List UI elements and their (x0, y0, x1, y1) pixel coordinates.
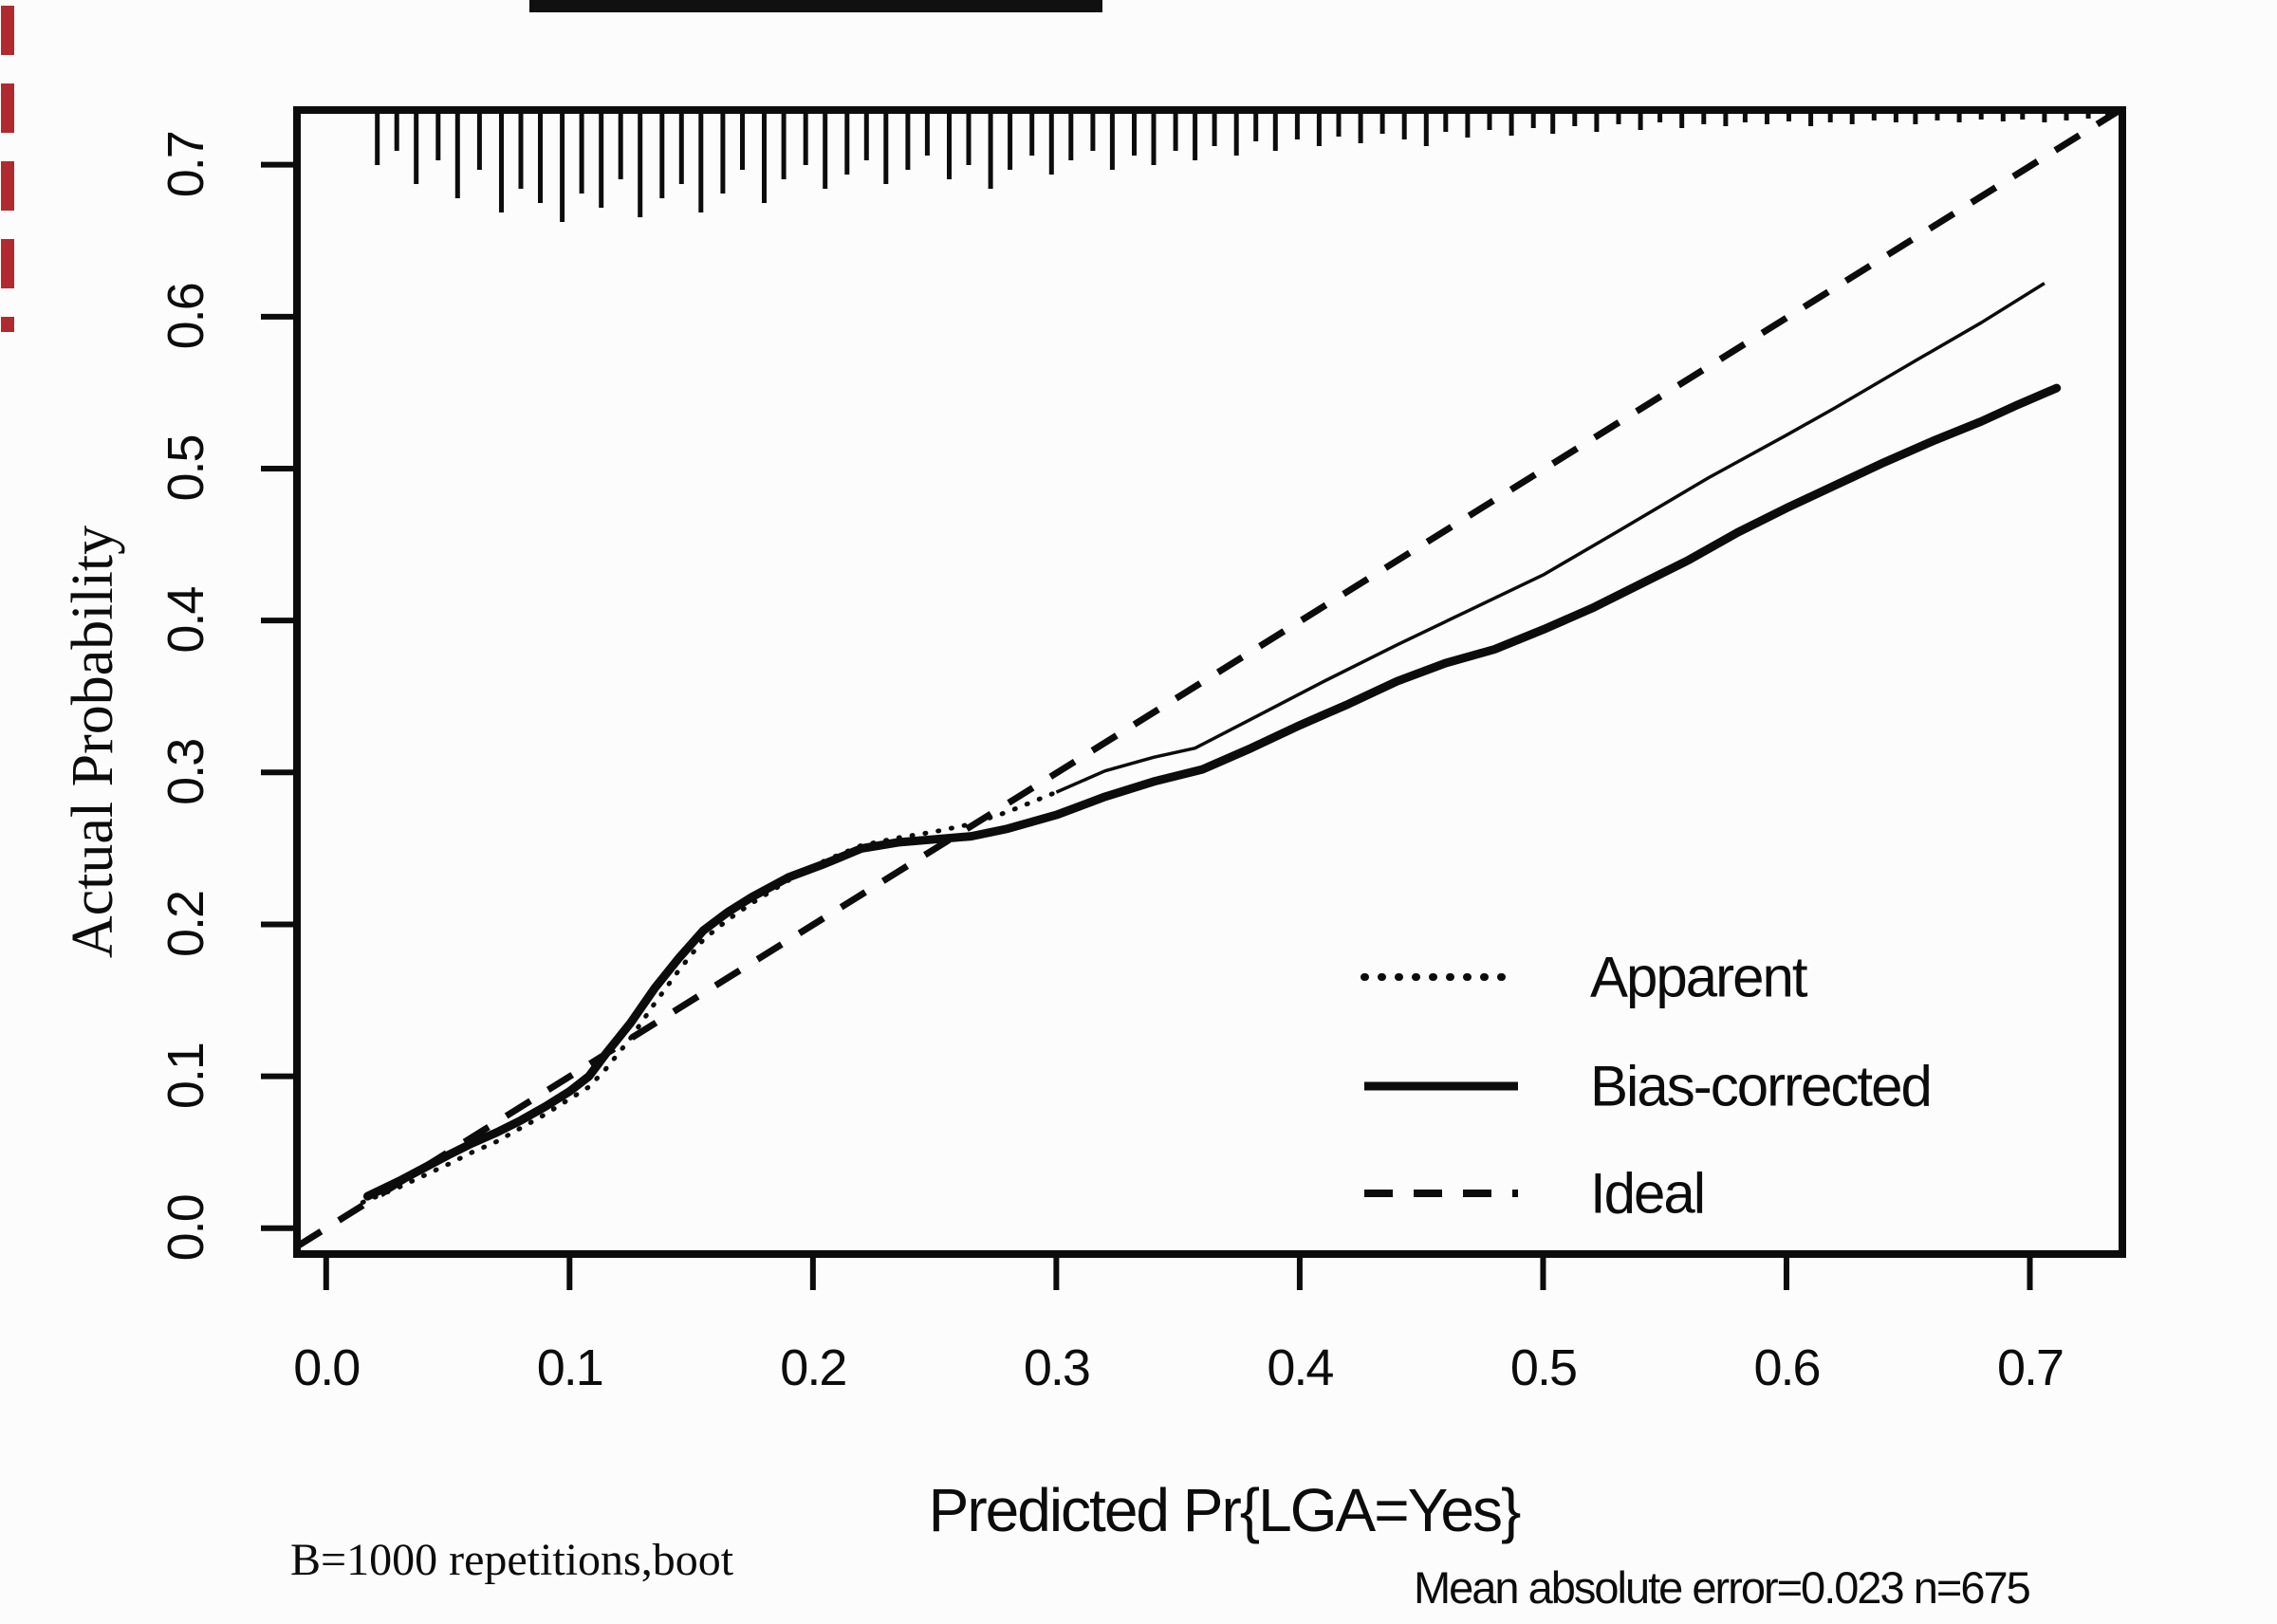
y-axis-tick-label: 0.2 (157, 892, 214, 957)
y-axis-tick-label: 0.5 (157, 435, 214, 501)
x-axis-tick-label: 0.3 (1024, 1339, 1089, 1396)
x-axis-tick-label: 0.1 (537, 1339, 602, 1396)
apparent-curve (1055, 282, 2046, 794)
legend-label-ideal: Ideal (1590, 1162, 1704, 1226)
legend-label-bias-corrected: Bias-corrected (1590, 1055, 1931, 1118)
plot-frame (293, 106, 2126, 1258)
repetitions-annotation: B=1000 repetitions,boot (290, 1535, 734, 1585)
scan-artifact-top-bar (529, 0, 1102, 12)
x-axis-title: Predicted Pr{LGA=Yes} (929, 1476, 1521, 1544)
ideal-line (295, 108, 2120, 1249)
y-axis-title: Actual Probability (61, 526, 125, 958)
mean-absolute-error-annotation: Mean absolute error=0.023 n=675 (1414, 1562, 2030, 1613)
x-axis-tick-label: 0.6 (1753, 1339, 1819, 1396)
legend-label-apparent: Apparent (1590, 946, 1808, 1009)
bias-corrected-curve (362, 383, 2062, 1201)
y-axis-tick-label: 0.0 (157, 1195, 214, 1261)
y-axis-tick-label: 0.1 (157, 1043, 214, 1109)
y-axis-tick-label: 0.7 (157, 132, 214, 197)
y-axis-tick-label: 0.4 (157, 587, 214, 654)
x-axis-tick-label: 0.5 (1510, 1339, 1576, 1396)
x-axis-tick-label: 0.7 (1997, 1339, 2063, 1396)
y-axis-tick-label: 0.6 (157, 284, 214, 349)
x-axis-tick-label: 0.4 (1267, 1339, 1333, 1396)
y-axis-tick-label: 0.3 (157, 740, 214, 805)
x-axis-tick-label: 0.0 (293, 1339, 359, 1396)
x-axis-tick-label: 0.2 (780, 1339, 845, 1396)
